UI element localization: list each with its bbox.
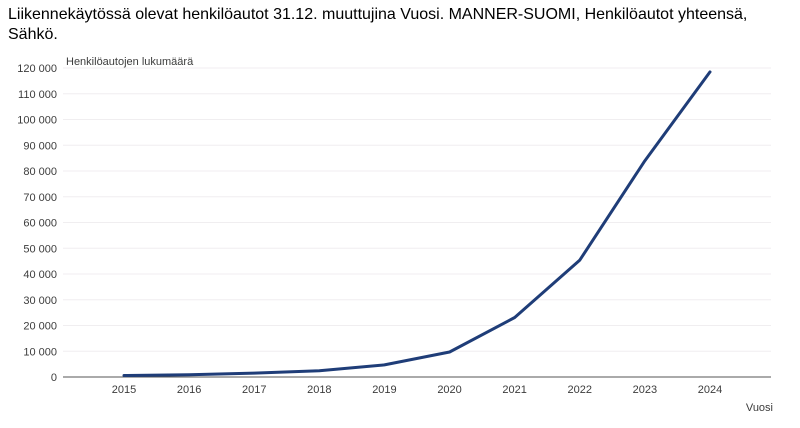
x-tick-label: 2023 [633,384,657,396]
y-tick-label: 70 000 [23,192,57,204]
data-line-series [122,70,712,377]
y-tick-label: 10 000 [23,346,57,358]
y-tick-label: 100 000 [17,115,57,127]
y-tick-label: 120 000 [17,63,57,75]
x-tick-label: 2015 [112,384,136,396]
x-tick-label: 2020 [437,384,461,396]
x-tick-label: 2021 [502,384,526,396]
x-tick-label: 2016 [177,384,201,396]
y-tick-label: 40 000 [23,269,57,281]
x-tick-label: 2017 [242,384,266,396]
chart-title: Liikennekäytössä olevat henkilöautot 31.… [8,6,748,43]
y-tick-label: 20 000 [23,321,57,333]
y-tick-label: 0 [51,372,57,384]
x-tick-label: 2019 [372,384,396,396]
x-axis-title: Vuosi [746,402,773,414]
y-tick-label: 90 000 [23,140,57,152]
x-tick-label: 2024 [698,384,722,396]
y-tick-label: 80 000 [23,166,57,178]
y-tick-label: 110 000 [18,89,57,101]
x-tick-label: 2018 [307,384,331,396]
y-tick-label: 50 000 [23,243,57,255]
y-tick-label: 30 000 [23,295,57,307]
x-tick-label: 2022 [568,384,592,396]
y-axis-title: Henkilöautojen lukumäärä [66,56,194,68]
y-tick-label: 60 000 [23,218,57,230]
